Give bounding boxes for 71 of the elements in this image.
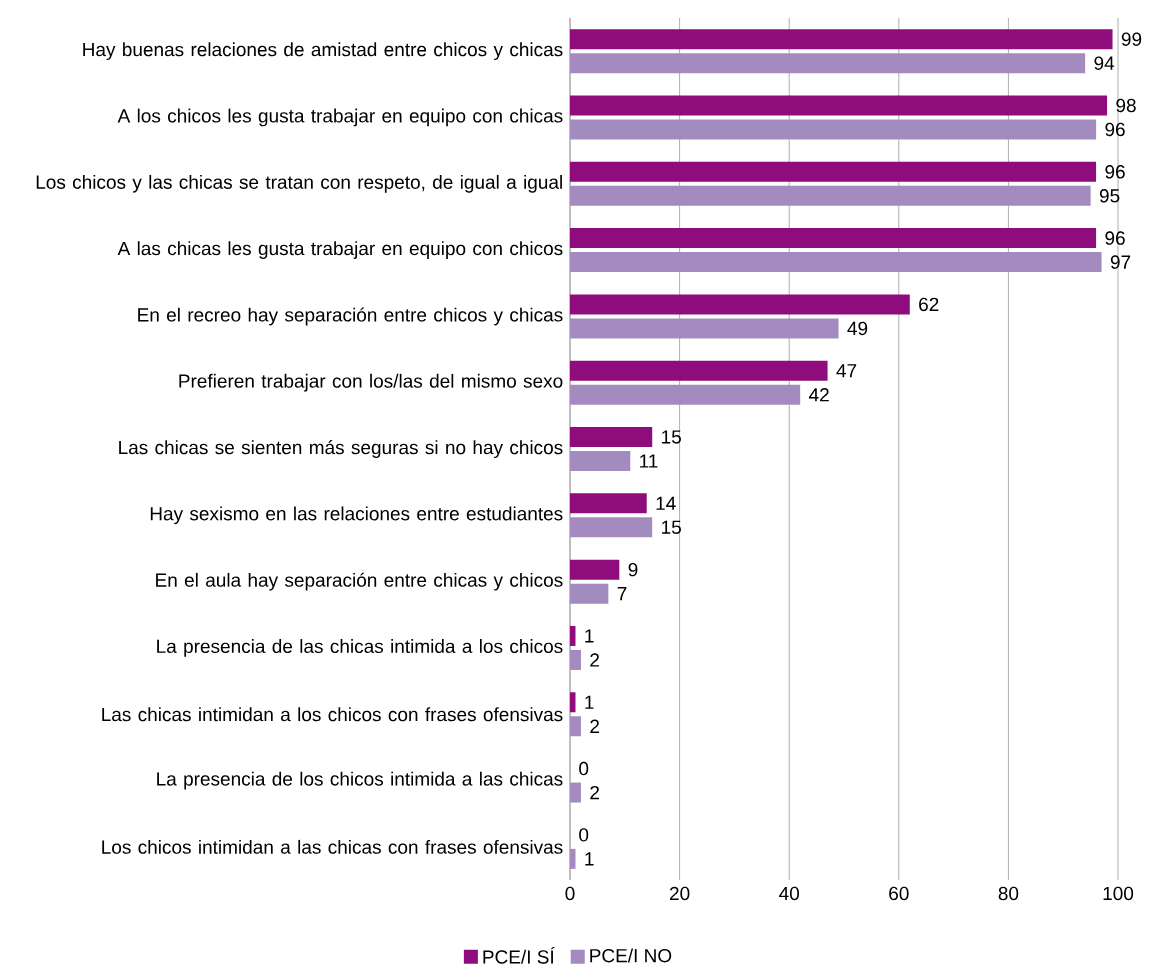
- bar: [570, 427, 653, 448]
- bar: [570, 559, 620, 580]
- data-label: 62: [919, 297, 939, 312]
- x-tick-label: 60: [889, 886, 909, 901]
- legend-label: PCE/I SÍ: [483, 947, 555, 964]
- data-label: 15: [662, 520, 681, 534]
- bar: [570, 119, 1097, 140]
- data-label: 2: [590, 785, 599, 800]
- y-tick-label: En el aula hay separación entre chicas y chicos: [156, 572, 563, 591]
- bar: [570, 185, 1091, 206]
- bar: [570, 451, 631, 472]
- bar: [570, 95, 1108, 116]
- bar: [570, 294, 910, 315]
- data-label: 1: [585, 695, 594, 709]
- y-tick-label: En el recreo hay separación entre chicos y chicas: [138, 307, 563, 326]
- data-label: 2: [590, 653, 599, 667]
- data-label: 9: [628, 562, 638, 577]
- y-tick-label: Las chicas intimidan a los chicos con frases ofensivas: [102, 707, 563, 722]
- data-label: 2: [590, 719, 599, 733]
- data-label: 14: [656, 496, 676, 510]
- bar: [570, 29, 1113, 50]
- y-tick-label: Los chicos y las chicas se tratan con respeto, de igual a igual: [36, 174, 562, 193]
- bar: [570, 161, 1097, 182]
- data-label: 7: [617, 587, 627, 601]
- y-tick-label: Los chicos intimidan a las chicas con frases ofensivas: [102, 839, 563, 854]
- x-tick-label: 20: [669, 886, 690, 901]
- bar: [570, 692, 576, 713]
- x-tick-label: 100: [1103, 886, 1134, 901]
- data-label: 99: [1121, 32, 1142, 46]
- data-label: 11: [640, 454, 658, 468]
- data-label: 96: [1105, 165, 1125, 179]
- x-tick-label: 80: [998, 886, 1019, 901]
- data-label: 95: [1099, 189, 1120, 203]
- y-tick-label: Hay buenas relaciones de amistad entre chicos y chicas: [83, 42, 563, 61]
- data-label: 97: [1110, 255, 1131, 269]
- bar: [570, 53, 1086, 74]
- data-label: 98: [1116, 98, 1136, 113]
- bar: [570, 360, 828, 381]
- bar: [570, 384, 801, 405]
- data-label: 47: [836, 364, 857, 378]
- y-tick-label: A los chicos les gusta trabajar en equipo con chicas: [117, 108, 563, 127]
- data-label: 0: [579, 828, 589, 842]
- y-tick-label: Hay sexismo en las relaciones entre estudiantes: [150, 506, 563, 525]
- bar: [570, 517, 653, 538]
- data-label: 94: [1094, 56, 1115, 70]
- bar: [570, 649, 581, 670]
- data-label: 49: [847, 321, 868, 336]
- bar: [570, 228, 1097, 249]
- bar: [570, 318, 839, 339]
- data-label: 0: [579, 761, 589, 776]
- bar: [570, 493, 647, 514]
- x-tick-label: 40: [779, 886, 800, 901]
- y-tick-label: La presencia de los chicos intimida a las chicas: [157, 771, 563, 790]
- y-tick-label: Las chicas se sienten más seguras si no hay chicos: [119, 440, 563, 458]
- y-tick-label: La presencia de las chicas intimida a los chicos: [157, 639, 563, 657]
- data-label: 1: [585, 852, 594, 866]
- data-label: 96: [1105, 231, 1125, 245]
- bar: [570, 716, 581, 737]
- data-label: 15: [662, 430, 681, 444]
- y-tick-label: A las chicas les gusta trabajar en equipo con chicos: [117, 241, 563, 259]
- data-label: 1: [585, 629, 594, 643]
- legend-label: PCE/I NO: [590, 948, 672, 963]
- bar: [570, 583, 609, 604]
- x-tick-label: 0: [565, 886, 575, 901]
- bar: [570, 782, 581, 803]
- bar: [570, 848, 576, 869]
- data-label: 96: [1105, 122, 1125, 137]
- data-label: 42: [809, 388, 829, 402]
- y-tick-label: Prefieren trabajar con los/las del mismo sexo: [179, 373, 563, 392]
- bar: [570, 252, 1102, 273]
- bar: [570, 625, 576, 646]
